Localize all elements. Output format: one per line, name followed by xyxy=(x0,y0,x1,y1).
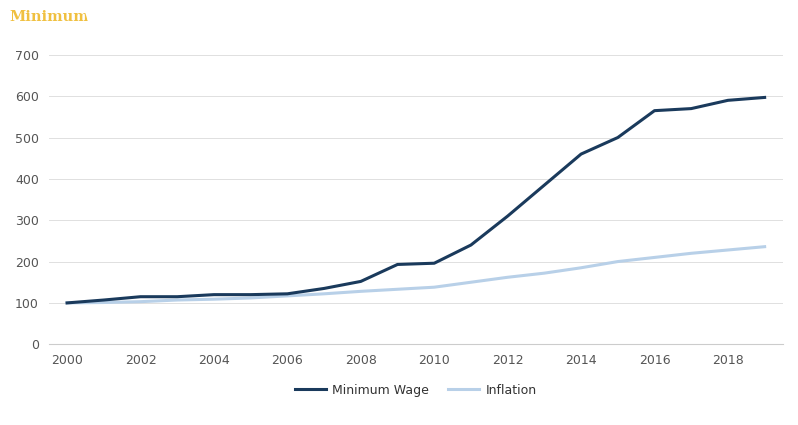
Legend: Minimum Wage, Inflation: Minimum Wage, Inflation xyxy=(290,379,542,402)
Text: Minimum: Minimum xyxy=(10,11,89,24)
Text: Wage and Consumer Price Index (Year 2000 = 100): Wage and Consumer Price Index (Year 2000… xyxy=(79,10,504,25)
